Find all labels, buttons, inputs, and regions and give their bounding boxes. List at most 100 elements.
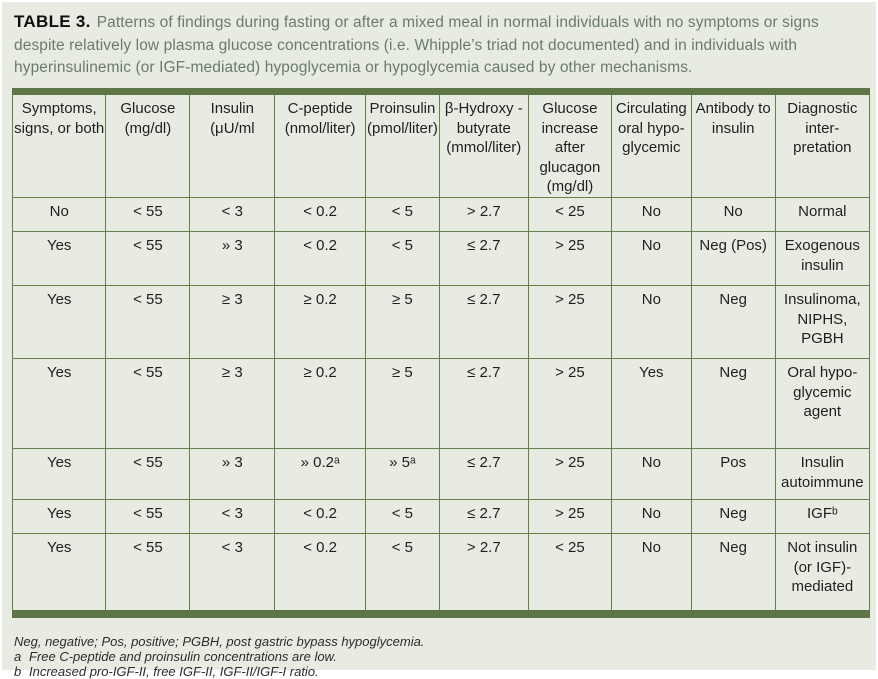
table-cell: Insulinoma, NIPHS, PGBH (774, 285, 871, 359)
table-cell: < 55 (105, 358, 191, 449)
table-cell: < 3 (189, 499, 276, 534)
column-header-beta-hydroxybutyrate: β-Hydroxy -butyrate (mmol/liter) (438, 91, 529, 198)
table-cell: ≤ 2.7 (438, 499, 529, 534)
table-cell: Neg (690, 358, 776, 449)
table-cell: Neg (690, 499, 776, 534)
table-cell: Yes (11, 231, 107, 286)
table-caption-text: Patterns of findings during fasting or a… (14, 14, 819, 76)
table-cell: Yes (610, 358, 692, 449)
table-cell: No (610, 448, 692, 500)
table-cell: > 25 (527, 231, 612, 286)
table-cell: ≤ 2.7 (438, 358, 529, 449)
column-header-diagnostic-interpretation: Diagnostic inter- pretation (774, 91, 871, 198)
table-row: Yes < 55 » 3 » 0.2ᵃ » 5ᵃ ≤ 2.7 > 25 No P… (11, 448, 871, 500)
table-cell: Not insulin (or IGF)- mediated (774, 533, 871, 614)
table-cell: < 55 (105, 448, 191, 500)
table-cell: < 5 (365, 499, 440, 534)
footnote-text: Increased pro-IGF-II, free IGF-II, IGF-I… (29, 663, 319, 679)
table-cell: No (610, 285, 692, 359)
table-cell: ≥ 5 (365, 285, 440, 359)
header-row: Symptoms, signs, or both Glucose (mg/dl)… (11, 91, 871, 198)
table-cell: Neg (690, 533, 776, 614)
table-cell: ≥ 0.2 (274, 358, 367, 449)
footnote-abbreviations: Neg, negative; Pos, positive; PGBH, post… (14, 634, 866, 650)
table-cell: No (610, 533, 692, 614)
table-cell: < 5 (365, 231, 440, 286)
table-cell: < 55 (105, 285, 191, 359)
table-caption-label: TABLE 3. (14, 12, 91, 31)
table-cell: < 3 (189, 197, 276, 232)
table-caption: TABLE 3. Patterns of findings during fast… (14, 11, 866, 80)
column-header-proinsulin: Proinsulin (pmol/liter) (365, 91, 440, 198)
table-cell: < 3 (189, 533, 276, 614)
table-cell: Yes (11, 358, 107, 449)
table-cell: » 3 (189, 231, 276, 286)
footnote-text: Free C-peptide and proinsulin concentrat… (29, 648, 337, 664)
table-cell: < 0.2 (274, 499, 367, 534)
column-header-circulating-oral-hypoglycemic: Circulating oral hypo- glycemic (610, 91, 692, 198)
table-row: Yes < 55 ≥ 3 ≥ 0.2 ≥ 5 ≤ 2.7 > 25 No Neg… (11, 285, 871, 359)
table-cell: No (610, 197, 692, 232)
footnote-a: a Free C-peptide and proinsulin concentra… (14, 648, 866, 665)
footnote-marker: b (14, 663, 22, 679)
column-header-glucose-increase: Glucose increase after glucagon (mg/dl) (527, 91, 612, 198)
table-cell: No (610, 499, 692, 534)
table-cell: » 0.2ᵃ (274, 448, 367, 500)
table-cell: ≥ 5 (365, 358, 440, 449)
table-cell: Neg (Pos) (690, 231, 776, 286)
table-cell: > 2.7 (438, 533, 529, 614)
footnote-text: Neg, negative; Pos, positive; PGBH, post… (14, 634, 425, 649)
table-cell: No (11, 197, 107, 232)
table-cell: < 0.2 (274, 533, 367, 614)
table-cell: Yes (11, 499, 107, 534)
table-cell: > 25 (527, 358, 612, 449)
table-cell: < 5 (365, 197, 440, 232)
column-header-c-peptide: C-peptide (nmol/liter) (274, 91, 367, 198)
table-cell: < 5 (365, 533, 440, 614)
table-cell: ≤ 2.7 (438, 448, 529, 500)
table-cell: Oral hypo- glycemic agent (774, 358, 871, 449)
table-cell: > 25 (527, 499, 612, 534)
table-row: Yes < 55 ≥ 3 ≥ 0.2 ≥ 5 ≤ 2.7 > 25 Yes Ne… (11, 358, 871, 449)
table-cell: No (690, 197, 776, 232)
table-row: Yes < 55 < 3 < 0.2 < 5 > 2.7 < 25 No Neg… (11, 533, 871, 614)
table-cell: Yes (11, 533, 107, 614)
table-cell: < 55 (105, 231, 191, 286)
table-cell: < 0.2 (274, 197, 367, 232)
table-row: Yes < 55 » 3 < 0.2 < 5 ≤ 2.7 > 25 No Neg… (11, 231, 871, 286)
table-cell: < 55 (105, 197, 191, 232)
table-cell: > 2.7 (438, 197, 529, 232)
table-cell: Neg (690, 285, 776, 359)
table-cell: < 55 (105, 533, 191, 614)
table-cell: Yes (11, 448, 107, 500)
table-cell: > 25 (527, 448, 612, 500)
table-cell: Insulin autoimmune (774, 448, 871, 500)
table-cell: < 25 (527, 197, 612, 232)
table-cell: > 25 (527, 285, 612, 359)
table-row: Yes < 55 < 3 < 0.2 < 5 ≤ 2.7 > 25 No Neg… (11, 499, 871, 534)
table-cell: No (610, 231, 692, 286)
footnote-marker: a (14, 648, 22, 664)
table-cell: < 25 (527, 533, 612, 614)
table-cell: ≥ 3 (189, 285, 276, 359)
table-cell: IGFᵇ (774, 499, 871, 534)
findings-table: Symptoms, signs, or both Glucose (mg/dl)… (11, 88, 871, 618)
table-cell: ≤ 2.7 (438, 285, 529, 359)
table-cell: Pos (690, 448, 776, 500)
table-cell: < 55 (105, 499, 191, 534)
column-header-insulin: Insulin (μU/ml (189, 91, 276, 198)
table-cell: Exogenous insulin (774, 231, 871, 286)
table-cell: < 0.2 (274, 231, 367, 286)
table-cell: ≥ 0.2 (274, 285, 367, 359)
table-footnotes: Neg, negative; Pos, positive; PGBH, post… (14, 634, 866, 679)
table-row: No < 55 < 3 < 0.2 < 5 > 2.7 < 25 No No N… (11, 197, 871, 232)
table-cell: Yes (11, 285, 107, 359)
column-header-symptoms: Symptoms, signs, or both (11, 91, 107, 198)
table-cell: ≥ 3 (189, 358, 276, 449)
column-header-antibody-to-insulin: Antibody to insulin (690, 91, 776, 198)
table-cell: Normal (774, 197, 871, 232)
table-cell: ≤ 2.7 (438, 231, 529, 286)
table-cell: » 5ᵃ (365, 448, 440, 500)
table-cell: » 3 (189, 448, 276, 500)
